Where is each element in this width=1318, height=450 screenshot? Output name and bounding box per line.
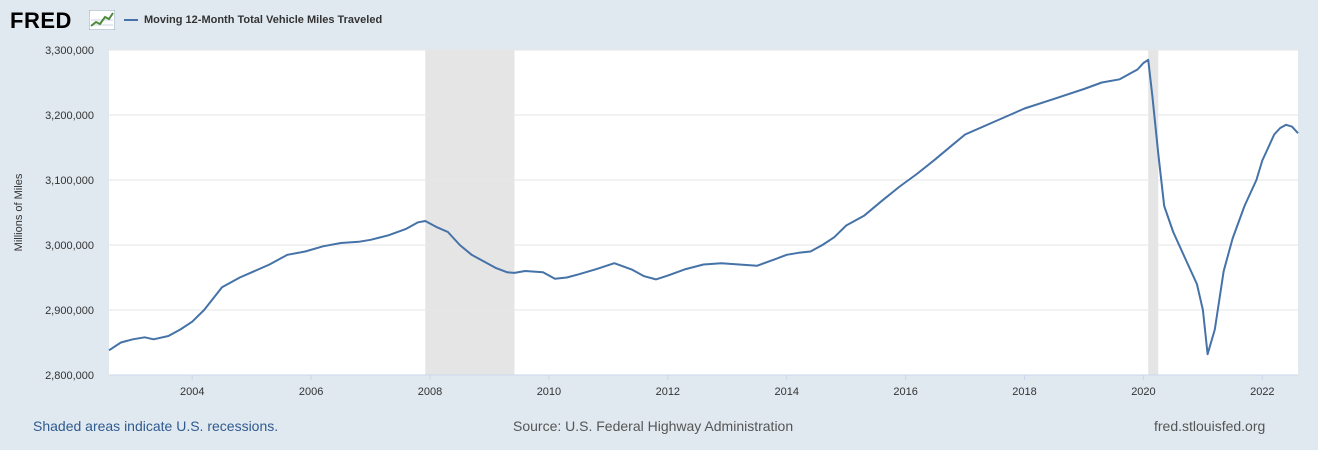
x-tick-label: 2018 [1012,386,1036,398]
y-tick-label: 3,200,000 [45,110,94,122]
source-credit: Source: U.S. Federal Highway Administrat… [513,418,794,434]
x-tick-label: 2012 [656,386,680,398]
legend-swatch [124,19,138,21]
x-tick-label: 2020 [1131,386,1155,398]
x-tick-label: 2010 [537,386,561,398]
line-chart: 2,800,000 2,900,000 3,000,000 3,100,000 3,20… [13,45,1299,398]
graph-header: FRED Moving 12-Month Total Vehicle Miles… [0,0,1318,40]
plot-area [109,50,1298,375]
x-tick-label: 2006 [299,386,323,398]
x-tick-label: 2014 [774,386,798,398]
x-tick-label: 2004 [180,386,204,398]
fred-logo[interactable]: FRED [10,8,72,33]
site-link[interactable]: fred.stlouisfed.org [1154,418,1266,434]
recession-band [425,50,515,375]
x-tick-label: 2008 [418,386,442,398]
x-tick-label: 2022 [1250,386,1274,398]
y-tick-label: 3,300,000 [45,45,94,57]
y-tick-label: 3,000,000 [45,240,94,252]
line-chart-icon [89,10,115,30]
recession-band [1148,50,1159,375]
y-axis-label: Millions of Miles [13,173,25,251]
legend-label: Moving 12-Month Total Vehicle Miles Trav… [144,14,383,26]
y-tick-label: 3,100,000 [45,175,94,187]
y-tick-label: 2,900,000 [45,305,94,317]
series-line [108,58,1299,356]
recession-note[interactable]: Shaded areas indicate U.S. recessions. [33,418,279,434]
x-tick-label: 2016 [893,386,917,398]
chart-legend[interactable]: Moving 12-Month Total Vehicle Miles Trav… [124,12,382,28]
y-tick-label: 2,800,000 [45,370,94,382]
